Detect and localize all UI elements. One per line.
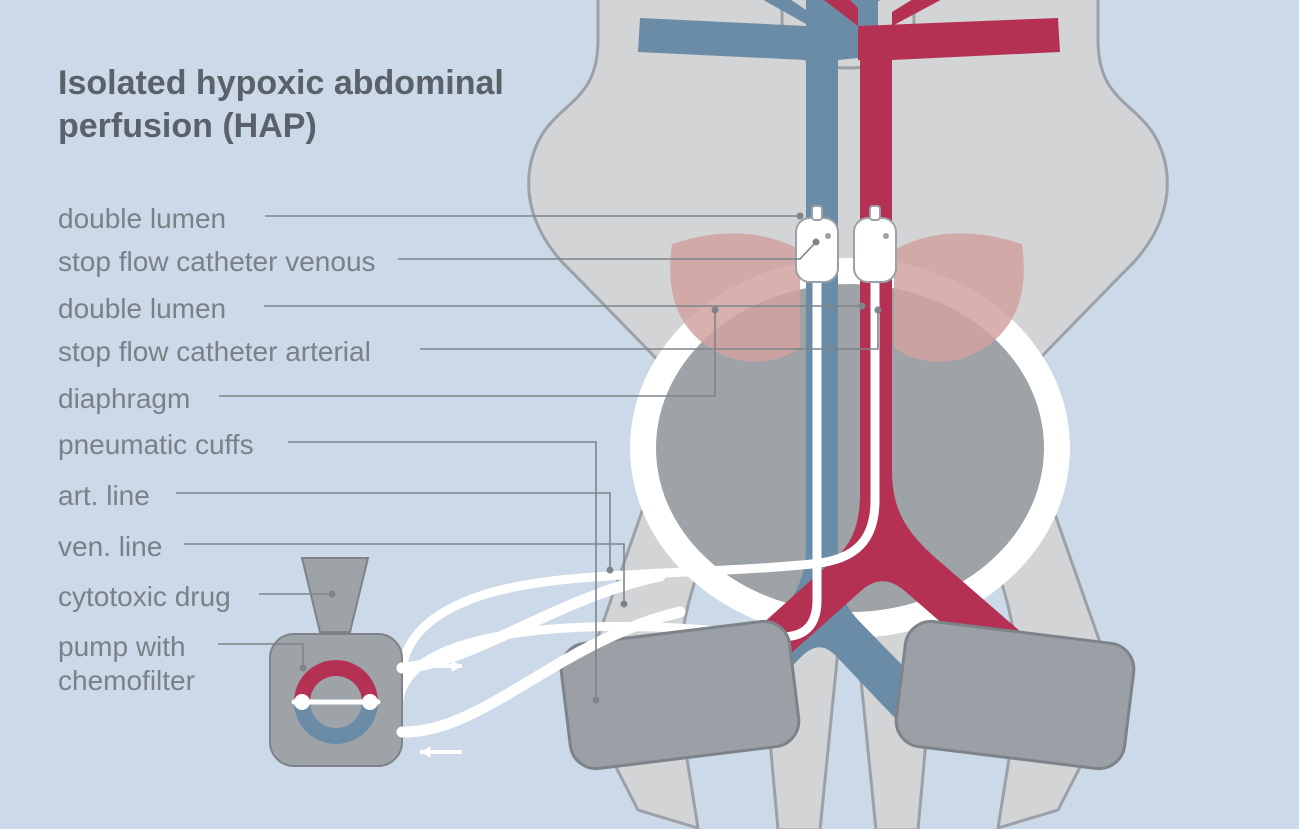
label-cuffs: pneumatic cuffs — [58, 428, 254, 462]
label-venline: ven. line — [58, 530, 162, 564]
cuff-right — [893, 618, 1137, 771]
leader-dot-arterial2 — [875, 307, 882, 314]
label-venous1: double lumen — [58, 202, 226, 236]
leader-dot-cuffs — [593, 697, 600, 704]
leader-dot-artline — [607, 567, 614, 574]
label-pump: pump with chemofilter — [58, 630, 195, 697]
label-arterial2: stop flow catheter arterial — [58, 335, 371, 369]
leader-dot-pump — [300, 665, 307, 672]
label-artline: art. line — [58, 479, 150, 513]
diagram-stage: Isolated hypoxic abdominal perfusion (HA… — [0, 0, 1299, 829]
leader-dot-venous1 — [797, 213, 804, 220]
label-arterial1: double lumen — [58, 292, 226, 326]
label-diaphragm: diaphragm — [58, 382, 190, 416]
leader-dot-diaphragm — [712, 307, 719, 314]
leader-dot-drug — [329, 591, 336, 598]
leader-dot-venous2 — [813, 239, 820, 246]
diagram-title: Isolated hypoxic abdominal perfusion (HA… — [58, 62, 504, 147]
label-drug: cytotoxic drug — [58, 580, 231, 614]
leader-dot-venline — [621, 601, 628, 608]
label-venous2: stop flow catheter venous — [58, 245, 376, 279]
leader-dot-arterial1 — [859, 303, 866, 310]
